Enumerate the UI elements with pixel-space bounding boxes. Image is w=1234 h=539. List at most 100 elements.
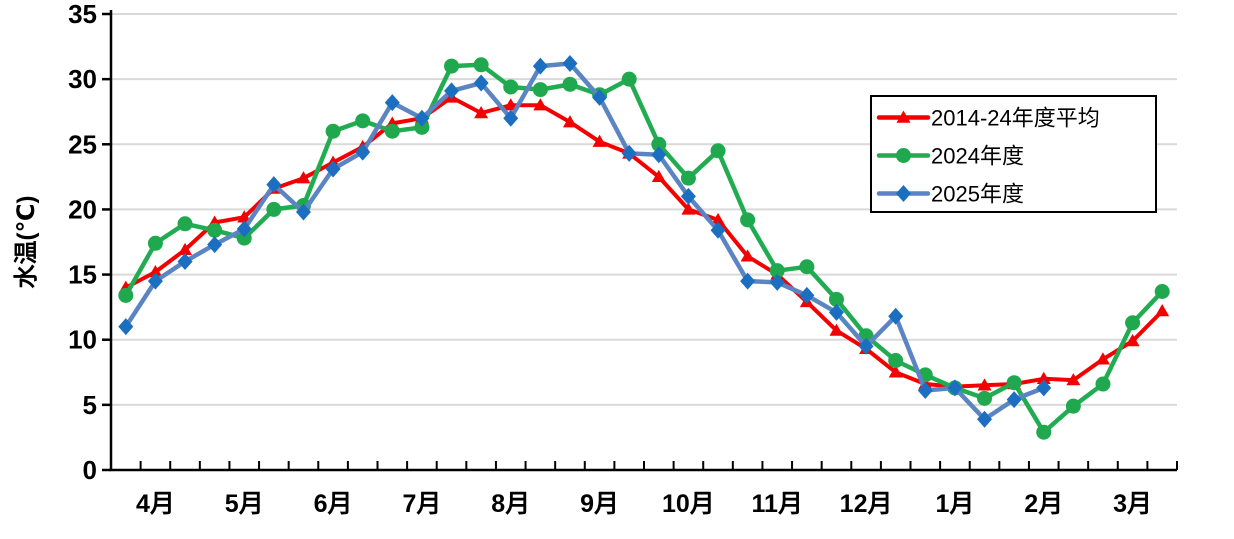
circle-marker [147, 235, 163, 251]
circle-marker [1006, 375, 1022, 391]
legend-label: 2014-24年度平均 [931, 106, 1100, 131]
diamond-marker [444, 82, 460, 100]
x-month-label: 5月 [225, 490, 264, 518]
diamond-marker [740, 272, 756, 290]
y-tick-label: 15 [68, 260, 97, 290]
diamond-marker [266, 176, 282, 194]
y-tick-label: 0 [83, 455, 97, 485]
diamond-marker [295, 203, 311, 221]
triangle-marker [1125, 334, 1140, 347]
triangle-marker [178, 242, 193, 256]
triangle-marker [503, 98, 518, 111]
diamond-marker [1036, 379, 1052, 397]
diamond-marker [177, 253, 193, 271]
diamond-marker [414, 109, 430, 127]
diamond-marker [384, 94, 400, 112]
y-tick-label: 20 [68, 194, 97, 224]
circle-marker [266, 201, 282, 217]
legend-label: 2024年度 [931, 144, 1024, 169]
triangle-marker [1036, 371, 1051, 384]
y-tick-label: 5 [83, 390, 97, 420]
diamond-marker [947, 379, 963, 397]
series-line [123, 61, 1047, 422]
diamond-marker [503, 109, 519, 127]
triangle-marker [237, 210, 252, 223]
circle-marker [1036, 424, 1052, 440]
legend-item: 2025年度 [876, 182, 1024, 207]
diamond-marker [858, 337, 874, 355]
circle-marker [740, 212, 756, 228]
x-month-label: 12月 [840, 490, 893, 518]
triangle-marker [533, 98, 548, 111]
diamond-marker [1006, 391, 1022, 409]
y-tick-label: 30 [68, 64, 97, 94]
circle-marker [236, 230, 252, 246]
legend-item: 2024年度 [876, 144, 1024, 169]
diamond-marker [888, 307, 904, 325]
triangle-marker [1095, 352, 1110, 365]
diamond-marker [355, 143, 371, 161]
legend-item: 2014-24年度平均 [876, 106, 1100, 131]
series-2 [118, 55, 1052, 428]
circle-marker [414, 119, 430, 135]
x-month-label: 4月 [136, 490, 175, 518]
circle-marker [1065, 398, 1081, 414]
circle-marker [355, 113, 371, 129]
diamond-marker [896, 185, 911, 202]
diamond-marker [118, 318, 134, 336]
triangle-marker [977, 378, 992, 391]
y-tick-label: 10 [68, 325, 97, 355]
legend-label: 2025年度 [931, 182, 1024, 207]
circle-marker [473, 57, 489, 73]
triangle-marker [592, 134, 607, 147]
triangle-marker [1155, 304, 1170, 317]
diamond-marker [680, 187, 696, 205]
diamond-marker [207, 236, 223, 254]
triangle-marker [829, 323, 844, 336]
circle-marker [562, 76, 578, 92]
diamond-marker [562, 55, 578, 73]
diamond-marker [710, 221, 726, 239]
triangle-marker [651, 169, 666, 183]
circle-marker [769, 263, 785, 279]
diamond-marker [651, 146, 667, 164]
diamond-marker [917, 382, 933, 400]
legend: 2014-24年度平均 2024年度 2025年度 [870, 95, 1157, 213]
y-axis-title: 水温(℃) [13, 195, 40, 288]
x-month-label: 8月 [491, 490, 530, 518]
diamond-marker [147, 272, 163, 290]
x-month-label: 9月 [580, 490, 619, 518]
diamond-marker [621, 144, 637, 162]
circle-marker [118, 287, 134, 303]
circle-marker [207, 222, 223, 238]
circle-marker [888, 353, 904, 369]
diamond-marker [828, 303, 844, 321]
circle-marker [177, 216, 193, 232]
diamond-marker [799, 286, 815, 304]
circle-marker [651, 136, 667, 152]
y-tick-label: 25 [68, 129, 97, 159]
diamond-marker [769, 273, 785, 291]
circle-marker [444, 58, 460, 74]
triangle-marker [740, 249, 755, 262]
circle-marker [710, 143, 726, 159]
circle-marker [1154, 284, 1170, 300]
circle-marker [977, 390, 993, 406]
y-tick-label: 35 [68, 0, 97, 29]
triangle-marker [474, 106, 489, 119]
triangle-marker [1066, 373, 1081, 386]
diamond-marker [325, 160, 341, 178]
x-month-label: 10月 [662, 490, 715, 518]
circle-marker [828, 291, 844, 307]
diamond-marker [592, 88, 608, 106]
triangle-marker [296, 171, 311, 184]
x-month-label: 3月 [1113, 490, 1152, 518]
triangle-marker [896, 110, 911, 123]
circle-marker [503, 79, 519, 95]
triangle-marker [148, 264, 163, 278]
x-month-label: 7月 [402, 490, 441, 518]
diamond-marker [473, 74, 489, 92]
triangle-marker [562, 115, 577, 128]
triangle-marker [711, 212, 726, 226]
